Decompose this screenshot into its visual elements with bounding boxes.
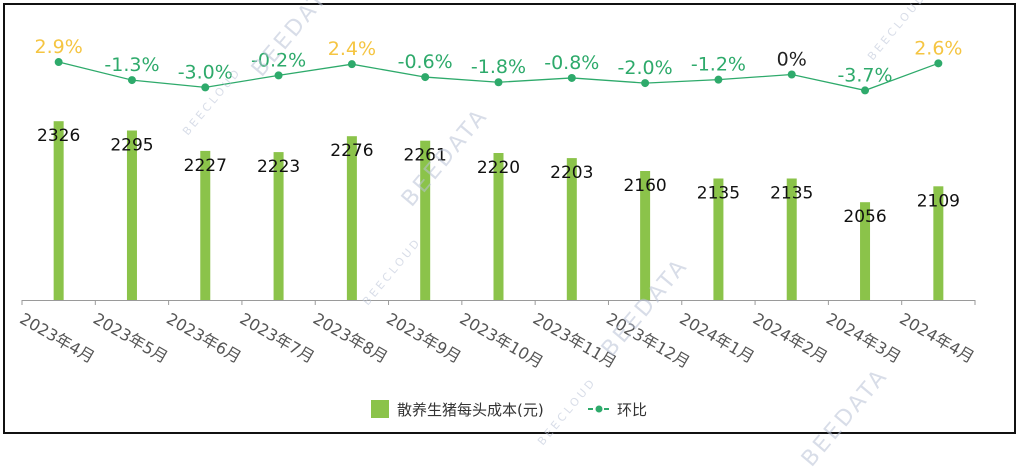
ratio-point-1 [54,58,63,67]
bar-value-label: 2056 [843,207,886,227]
legend-line-label: 环比 [617,401,647,419]
bar-3 [200,150,211,300]
ratio-value-label: -0.8% [544,52,599,74]
legend-bar-label: 散养生猪每头成本(元) [397,401,544,419]
x-tick-label: 2024年4月 [896,309,977,367]
ratio-value-label: -0.2% [251,49,306,71]
ratio-value-label: -1.3% [104,54,159,76]
bar-13 [933,186,944,300]
bar-value-label: 2261 [404,146,447,166]
ratio-point-5 [347,60,356,69]
bar-value-label: 2227 [184,156,227,176]
ratio-point-6 [421,73,430,82]
bar-value-label: 2223 [257,157,300,177]
bar-value-label: 2160 [623,176,666,196]
ratio-point-10 [714,75,723,84]
x-tick-label: 2023年8月 [310,309,391,367]
bar-11 [786,178,797,300]
ratio-point-2 [127,76,136,85]
ratio-value-label: -3.0% [178,61,233,83]
bar-value-label: 2203 [550,163,593,183]
ratio-point-8 [567,73,576,82]
bar-1 [53,121,64,300]
ratio-value-label: 2.9% [35,36,83,58]
ratio-point-12 [861,86,870,95]
ratio-value-label: 2.4% [328,38,376,60]
chart-frame: 2326 2295 2227 2223 2276 2261 2220 2203 2160 2135… [3,0,1016,472]
ratio-point-4 [274,71,283,80]
x-tick-label: 2023年6月 [163,309,244,367]
bar-12 [860,202,871,300]
ratio-point-7 [494,78,503,87]
bar-value-label: 2276 [330,141,373,161]
ratio-point-13 [934,59,943,68]
ratio-value-label: -3.7% [837,64,892,86]
bar-4 [273,152,284,300]
bar-5 [346,136,357,300]
ratio-value-label: 0% [777,49,807,71]
bar-7 [493,153,504,300]
x-tick-label: 2024年3月 [823,309,904,367]
bar-value-label: 2326 [37,126,80,146]
bar-value-label: 2295 [110,136,153,156]
bar-9 [640,171,651,300]
bar-2 [126,130,137,300]
bar-value-label: 2135 [697,184,740,204]
chart-svg: 2326 2295 2227 2223 2276 2261 2220 2203 2160 2135… [17,36,978,419]
x-tick-label: 2023年4月 [17,309,98,367]
bar-value-label: 2135 [770,184,813,204]
bar-10 [713,178,724,300]
x-tick-label: 2023年7月 [237,309,318,367]
x-tick-label: 2023年5月 [90,309,171,367]
bar-value-label: 2220 [477,158,520,178]
ratio-point-3 [201,83,210,92]
x-tick-label: 2024年2月 [750,309,831,367]
bar-6 [420,140,431,300]
x-tick-label: 2023年9月 [383,309,464,367]
ratio-point-11 [787,70,796,79]
bar-value-label: 2109 [917,191,960,211]
ratio-value-label: 2.6% [914,37,962,59]
legend-bar-swatch [371,400,389,418]
ratio-value-label: -1.2% [691,54,746,76]
ratio-value-label: -2.0% [618,57,673,79]
ratio-point-9 [641,79,650,88]
legend-line-marker [595,405,603,413]
bar-8 [566,158,577,300]
ratio-value-label: -0.6% [398,51,453,73]
ratio-value-label: -1.8% [471,56,526,78]
